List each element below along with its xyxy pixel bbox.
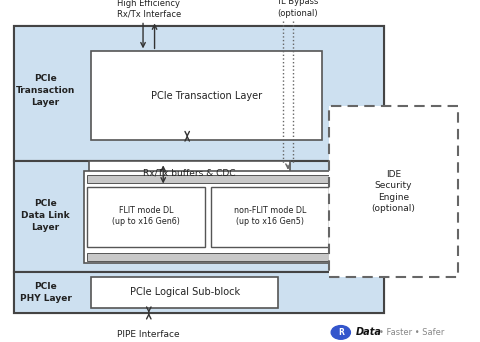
Text: TL Bypass
(optional): TL Bypass (optional)	[276, 0, 319, 17]
Text: • Faster • Safer: • Faster • Safer	[379, 328, 444, 337]
Text: R: R	[338, 328, 344, 337]
Text: PCIe
Data Link
Layer: PCIe Data Link Layer	[21, 199, 70, 232]
Bar	[91, 277, 278, 308]
Bar	[14, 26, 384, 313]
Bar	[91, 51, 322, 140]
Bar	[84, 171, 355, 263]
Bar	[87, 187, 205, 247]
Bar	[329, 106, 458, 277]
Text: FLIT mode DL
(up to x16 Gen6): FLIT mode DL (up to x16 Gen6)	[112, 206, 180, 226]
Bar	[87, 253, 351, 261]
Bar	[14, 161, 384, 272]
Bar	[14, 272, 384, 313]
Text: PCIe
PHY Layer: PCIe PHY Layer	[20, 282, 72, 303]
Text: IDE
Security
Engine
(optional): IDE Security Engine (optional)	[372, 170, 416, 213]
Text: PCIe Transaction Layer: PCIe Transaction Layer	[151, 91, 262, 101]
Circle shape	[331, 326, 350, 339]
Text: High Efficiency
Rx/Tx Interface: High Efficiency Rx/Tx Interface	[117, 0, 181, 19]
Bar	[89, 161, 290, 186]
Text: PIPE Interface: PIPE Interface	[118, 330, 180, 339]
Bar	[14, 26, 384, 161]
Text: PCIe Logical Sub-block: PCIe Logical Sub-block	[130, 287, 240, 298]
Text: Rx/Tx buffers & CDC: Rx/Tx buffers & CDC	[144, 169, 236, 178]
Bar	[211, 187, 329, 247]
Text: non-FLIT mode DL
(up to x16 Gen5): non-FLIT mode DL (up to x16 Gen5)	[234, 206, 306, 226]
Bar	[87, 175, 351, 183]
Text: PCIe
Transaction
Layer: PCIe Transaction Layer	[16, 74, 75, 107]
Text: Data: Data	[356, 327, 382, 338]
